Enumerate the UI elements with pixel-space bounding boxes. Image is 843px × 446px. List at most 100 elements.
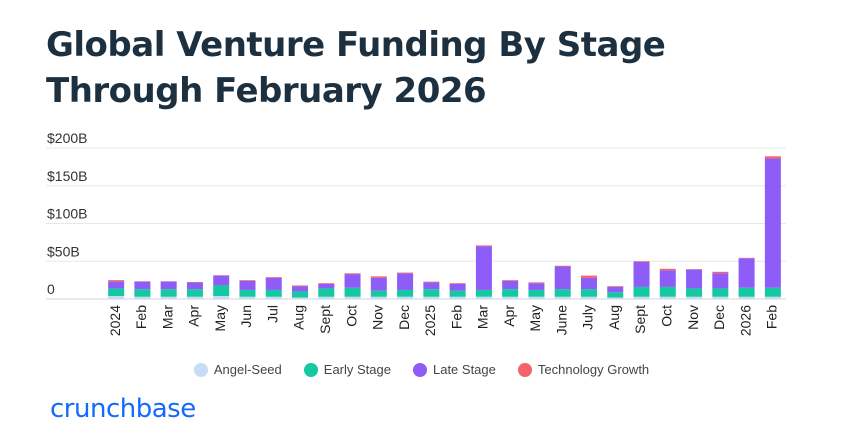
bar-segment-technology-growth[interactable] xyxy=(318,283,335,284)
bar-segment-technology-growth[interactable] xyxy=(423,281,440,283)
bar-segment-angel-seed[interactable] xyxy=(186,296,203,299)
bar-segment-late-stage[interactable] xyxy=(580,277,597,290)
bar-segment-early-stage[interactable] xyxy=(134,289,151,297)
bar-segment-late-stage[interactable] xyxy=(160,281,177,290)
bar-segment-early-stage[interactable] xyxy=(370,290,387,297)
legend-item-technology-growth[interactable]: Technology Growth xyxy=(517,362,649,377)
bar-segment-late-stage[interactable] xyxy=(265,277,282,290)
bar-segment-early-stage[interactable] xyxy=(160,289,177,297)
bar-segment-angel-seed[interactable] xyxy=(686,296,703,299)
bar-segment-angel-seed[interactable] xyxy=(712,296,729,299)
bar-segment-technology-growth[interactable] xyxy=(292,285,309,287)
bar-segment-angel-seed[interactable] xyxy=(449,296,466,299)
bar-segment-early-stage[interactable] xyxy=(764,287,781,297)
bar-segment-angel-seed[interactable] xyxy=(134,296,151,299)
bar-segment-late-stage[interactable] xyxy=(686,269,703,289)
legend-item-angel-seed[interactable]: Angel-Seed xyxy=(193,362,282,377)
bar-segment-technology-growth[interactable] xyxy=(633,261,650,263)
bar-segment-angel-seed[interactable] xyxy=(475,296,492,299)
bar-segment-angel-seed[interactable] xyxy=(160,296,177,299)
bar-segment-late-stage[interactable] xyxy=(292,286,309,292)
bar-segment-late-stage[interactable] xyxy=(712,273,729,289)
bar-segment-technology-growth[interactable] xyxy=(502,280,519,281)
bar-segment-angel-seed[interactable] xyxy=(292,297,309,299)
bar-segment-angel-seed[interactable] xyxy=(659,296,676,299)
bar-segment-angel-seed[interactable] xyxy=(764,296,781,299)
bar-segment-late-stage[interactable] xyxy=(370,277,387,291)
bar-segment-angel-seed[interactable] xyxy=(423,296,440,299)
bar-segment-early-stage[interactable] xyxy=(607,292,624,298)
bar-segment-late-stage[interactable] xyxy=(475,246,492,290)
bar-segment-late-stage[interactable] xyxy=(344,274,361,288)
bar-segment-early-stage[interactable] xyxy=(712,288,729,297)
bar-segment-angel-seed[interactable] xyxy=(108,295,125,299)
bar-segment-early-stage[interactable] xyxy=(633,286,650,297)
bar-segment-early-stage[interactable] xyxy=(213,285,230,296)
bar-segment-late-stage[interactable] xyxy=(213,275,230,286)
bar-segment-angel-seed[interactable] xyxy=(554,296,571,299)
bar-segment-late-stage[interactable] xyxy=(738,258,755,288)
bar-segment-early-stage[interactable] xyxy=(344,287,361,297)
bar-segment-angel-seed[interactable] xyxy=(502,296,519,299)
bar-segment-early-stage[interactable] xyxy=(108,288,125,296)
bar-segment-angel-seed[interactable] xyxy=(370,296,387,299)
bar-segment-technology-growth[interactable] xyxy=(659,268,676,271)
bar-segment-early-stage[interactable] xyxy=(239,289,256,297)
bar-segment-technology-growth[interactable] xyxy=(370,276,387,278)
bar-segment-late-stage[interactable] xyxy=(186,282,203,290)
bar-segment-angel-seed[interactable] xyxy=(633,296,650,299)
bar-segment-early-stage[interactable] xyxy=(580,289,597,297)
bar-segment-technology-growth[interactable] xyxy=(764,156,781,159)
bar-segment-early-stage[interactable] xyxy=(475,289,492,297)
bar-segment-late-stage[interactable] xyxy=(108,281,125,289)
bar-segment-early-stage[interactable] xyxy=(292,291,309,298)
bar-segment-early-stage[interactable] xyxy=(659,286,676,297)
bar-segment-late-stage[interactable] xyxy=(633,262,650,287)
bar-segment-early-stage[interactable] xyxy=(397,289,414,297)
bar-segment-late-stage[interactable] xyxy=(554,266,571,290)
bar-segment-angel-seed[interactable] xyxy=(528,296,545,299)
bar-segment-late-stage[interactable] xyxy=(764,158,781,288)
bar-segment-angel-seed[interactable] xyxy=(580,296,597,299)
bar-segment-early-stage[interactable] xyxy=(265,289,282,297)
bar-segment-angel-seed[interactable] xyxy=(738,296,755,299)
bar-segment-angel-seed[interactable] xyxy=(607,297,624,299)
bar-segment-angel-seed[interactable] xyxy=(213,295,230,299)
bar-segment-early-stage[interactable] xyxy=(449,290,466,297)
bar-segment-technology-growth[interactable] xyxy=(580,275,597,278)
bar-segment-technology-growth[interactable] xyxy=(397,272,414,274)
bar-segment-angel-seed[interactable] xyxy=(397,296,414,299)
bar-segment-early-stage[interactable] xyxy=(186,289,203,297)
bar-segment-late-stage[interactable] xyxy=(134,281,151,290)
bar-segment-technology-growth[interactable] xyxy=(607,286,624,287)
bar-segment-late-stage[interactable] xyxy=(423,282,440,290)
bar-segment-technology-growth[interactable] xyxy=(712,271,729,274)
bar-segment-technology-growth[interactable] xyxy=(239,280,256,281)
bar-segment-technology-growth[interactable] xyxy=(554,265,571,267)
bar-segment-late-stage[interactable] xyxy=(449,283,466,291)
legend-item-late-stage[interactable]: Late Stage xyxy=(412,362,496,377)
bar-segment-early-stage[interactable] xyxy=(423,289,440,297)
bar-segment-technology-growth[interactable] xyxy=(344,273,361,275)
bar-segment-technology-growth[interactable] xyxy=(528,282,545,284)
bar-segment-technology-growth[interactable] xyxy=(449,283,466,284)
bar-segment-early-stage[interactable] xyxy=(318,288,335,297)
bar-segment-early-stage[interactable] xyxy=(686,288,703,297)
bar-segment-early-stage[interactable] xyxy=(528,289,545,297)
bar-segment-angel-seed[interactable] xyxy=(344,296,361,299)
bar-segment-early-stage[interactable] xyxy=(738,287,755,297)
bar-segment-late-stage[interactable] xyxy=(239,280,256,290)
bar-segment-late-stage[interactable] xyxy=(528,283,545,290)
bar-segment-early-stage[interactable] xyxy=(502,289,519,297)
bar-segment-angel-seed[interactable] xyxy=(265,296,282,299)
bar-segment-angel-seed[interactable] xyxy=(239,296,256,299)
bar-segment-technology-growth[interactable] xyxy=(108,280,125,282)
bar-segment-early-stage[interactable] xyxy=(554,289,571,297)
bar-segment-late-stage[interactable] xyxy=(397,273,414,290)
bar-segment-late-stage[interactable] xyxy=(502,280,519,290)
bar-segment-late-stage[interactable] xyxy=(659,270,676,287)
bar-segment-technology-growth[interactable] xyxy=(265,277,282,278)
bar-segment-angel-seed[interactable] xyxy=(318,296,335,299)
bar-segment-late-stage[interactable] xyxy=(318,283,335,289)
legend-item-early-stage[interactable]: Early Stage xyxy=(303,362,391,377)
